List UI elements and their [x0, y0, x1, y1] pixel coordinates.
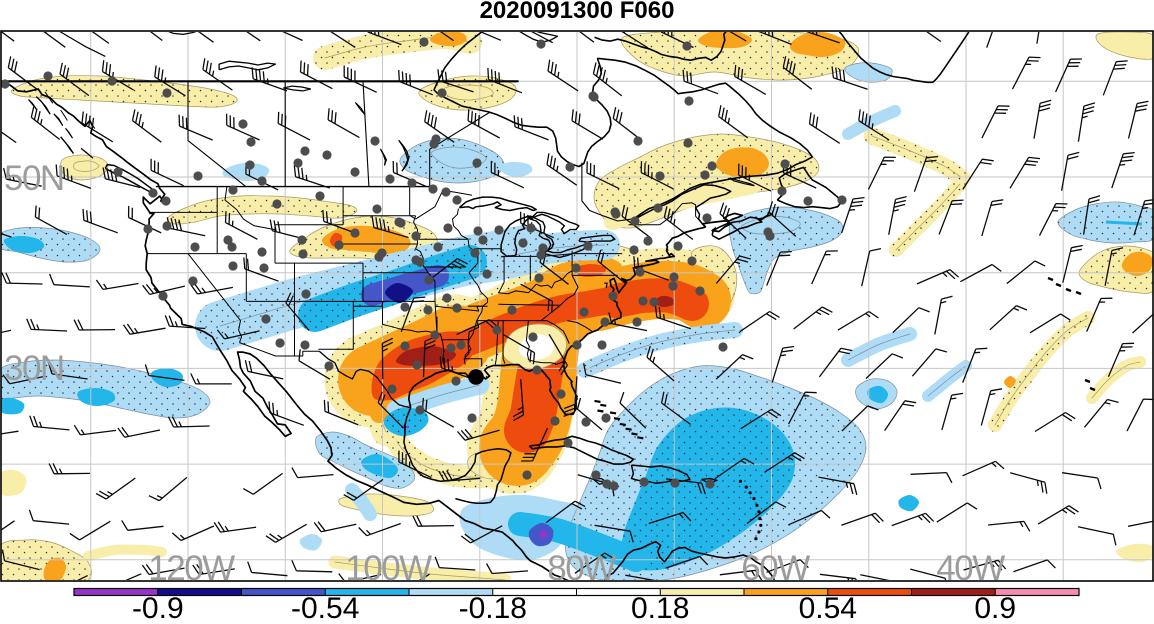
svg-text:80W: 80W — [547, 549, 616, 588]
svg-text:0.54: 0.54 — [799, 592, 857, 619]
svg-text:120W: 120W — [148, 549, 235, 588]
svg-text:0.9: 0.9 — [974, 592, 1016, 619]
svg-text:60W: 60W — [741, 549, 810, 588]
svg-text:100W: 100W — [345, 549, 432, 588]
svg-text:-0.54: -0.54 — [291, 592, 359, 619]
svg-text:2020091300 F060: 2020091300 F060 — [480, 0, 675, 24]
svg-text:30N: 30N — [4, 349, 64, 388]
svg-text:50N: 50N — [4, 159, 64, 198]
svg-text:-0.18: -0.18 — [459, 592, 527, 619]
svg-text:40W: 40W — [936, 549, 1005, 588]
svg-text:-0.9: -0.9 — [132, 592, 184, 619]
svg-text:0.18: 0.18 — [631, 592, 689, 619]
